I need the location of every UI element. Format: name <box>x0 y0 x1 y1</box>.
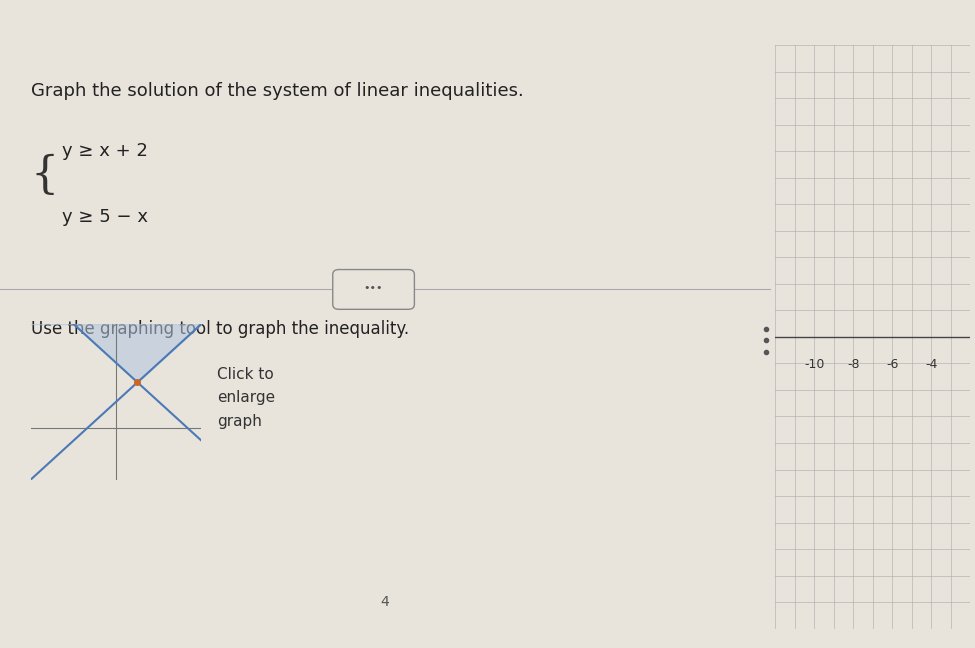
Text: y ≥ 5 − x: y ≥ 5 − x <box>61 208 147 226</box>
Text: -10: -10 <box>804 358 824 371</box>
FancyBboxPatch shape <box>332 270 414 309</box>
Text: -6: -6 <box>886 358 898 371</box>
Text: {: { <box>31 154 59 197</box>
Text: 4: 4 <box>381 595 389 609</box>
Text: -4: -4 <box>925 358 937 371</box>
Text: Click to
enlarge
graph: Click to enlarge graph <box>216 367 275 429</box>
Text: -8: -8 <box>847 358 859 371</box>
Text: •••: ••• <box>364 283 383 294</box>
Text: y ≥ x + 2: y ≥ x + 2 <box>61 142 147 160</box>
Text: Use the graphing tool to graph the inequality.: Use the graphing tool to graph the inequ… <box>31 319 409 338</box>
Text: Graph the solution of the system of linear inequalities.: Graph the solution of the system of line… <box>31 82 524 100</box>
